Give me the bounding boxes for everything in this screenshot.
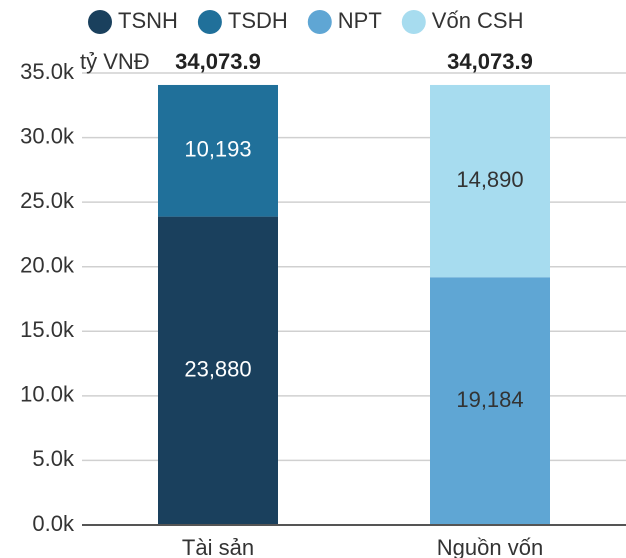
legend-label: Vốn CSH: [432, 8, 524, 33]
legend-label: TSDH: [228, 8, 288, 33]
x-tick-label: Nguồn vốn: [437, 535, 543, 558]
y-axis-label: tỷ VNĐ: [80, 49, 150, 74]
total-label: 34,073.9: [447, 49, 533, 74]
value-label: 14,890: [456, 167, 523, 192]
y-tick-label: 10.0k: [20, 382, 75, 407]
legend-marker: [88, 10, 112, 34]
value-label: 23,880: [184, 357, 251, 382]
y-tick-label: 15.0k: [20, 317, 75, 342]
legend-label: NPT: [338, 8, 382, 33]
value-label: 19,184: [456, 387, 523, 412]
bar-segment: [430, 84, 550, 278]
y-tick-label: 0.0k: [32, 511, 75, 536]
legend-marker: [197, 10, 222, 34]
legend-marker: [401, 10, 426, 34]
y-tick-label: 30.0k: [20, 123, 75, 148]
bar-segment: [430, 277, 550, 525]
y-tick-label: 20.0k: [20, 253, 75, 278]
legend-label: TSNH: [118, 8, 178, 33]
legend-marker: [307, 10, 332, 34]
value-label: 10,193: [184, 137, 251, 162]
bar-segment: [158, 84, 278, 217]
x-tick-label: Tài sản: [182, 535, 254, 558]
bar-segment: [158, 216, 278, 525]
y-tick-label: 5.0k: [32, 446, 75, 471]
y-tick-label: 25.0k: [20, 188, 75, 213]
y-tick-label: 35.0k: [20, 59, 75, 84]
total-label: 34,073.9: [175, 49, 261, 74]
